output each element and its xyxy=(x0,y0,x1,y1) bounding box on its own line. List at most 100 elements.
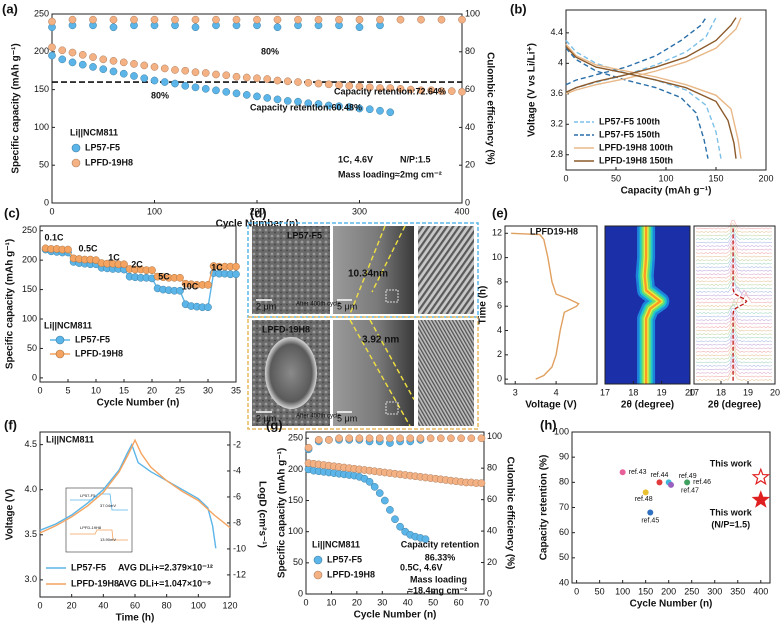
data-point xyxy=(171,15,179,24)
data-point xyxy=(345,81,354,90)
data-point xyxy=(294,97,302,106)
data-point xyxy=(477,434,486,443)
y-tick-label: 80 xyxy=(559,477,569,487)
data-point xyxy=(222,71,231,80)
legend-label: LP57-F5 xyxy=(71,562,106,572)
point-label: ref.48 xyxy=(635,496,653,503)
pattern-trace xyxy=(695,329,773,339)
x-tick-label: 80 xyxy=(162,600,172,610)
heatmap-band xyxy=(643,226,662,384)
data-point xyxy=(222,88,231,96)
pattern-trace xyxy=(695,282,773,293)
annotation: Capacity retention:60.48% xyxy=(250,102,362,112)
x-tick-label: 19 xyxy=(657,387,667,397)
data-point xyxy=(140,61,149,70)
x-axis-label: Time (h) xyxy=(116,613,155,624)
annotation: AVG DLi+=2.379×10⁻¹² xyxy=(118,562,213,572)
x-axis-label: Cycle Number (n) xyxy=(97,398,180,409)
x-tick-label: 20 xyxy=(147,385,157,395)
data-point xyxy=(232,262,240,271)
plot-frame xyxy=(39,225,237,383)
x-tick-label: 0 xyxy=(37,385,42,395)
data-point xyxy=(99,55,108,64)
data-point xyxy=(171,79,179,88)
data-point xyxy=(386,434,394,443)
legend-title: Li||NCM811 xyxy=(44,320,92,330)
interface-line xyxy=(369,319,415,400)
x-tick-label: 60 xyxy=(454,597,464,607)
panel-label: (b) xyxy=(510,1,527,16)
y-axis-label: Specific capacity (mAh g⁻¹) xyxy=(5,239,16,369)
data-point xyxy=(304,443,313,452)
y2-tick-label: -2 xyxy=(233,439,241,449)
data-point xyxy=(458,88,466,96)
legend-label: LP57-F5 xyxy=(75,334,110,344)
y-tick-label: 250 xyxy=(34,8,49,18)
data-point xyxy=(109,67,118,76)
spacing-label: 10.34nm xyxy=(348,269,388,280)
point-note: (N/P=1.5) xyxy=(711,519,750,529)
data-point xyxy=(150,63,159,71)
y-tick-label: 6 xyxy=(497,301,502,311)
pattern-trace xyxy=(695,265,773,276)
inset-trace xyxy=(70,529,128,541)
pattern-trace xyxy=(695,324,773,336)
data-point xyxy=(406,434,415,443)
data-point xyxy=(421,535,430,544)
data-point xyxy=(386,108,395,117)
data-point xyxy=(232,270,240,279)
data-point xyxy=(355,104,364,113)
pattern-trace xyxy=(695,254,773,265)
data-point xyxy=(656,479,663,486)
data-point xyxy=(325,436,333,444)
pattern-trace xyxy=(695,278,773,290)
y-tick-label: 3.0 xyxy=(24,574,37,584)
panel-label: (e) xyxy=(492,205,508,220)
data-point xyxy=(376,84,384,92)
point-label: ref.47 xyxy=(681,488,699,495)
pattern-trace xyxy=(695,241,773,251)
y-axis-label: Time (h) xyxy=(478,286,489,325)
annotation: LPFD19-H8 xyxy=(530,226,578,236)
x-tick-label: 0 xyxy=(563,173,568,183)
y-tick-label: 50 xyxy=(27,343,37,353)
star-point xyxy=(751,467,771,486)
panel-label: (h) xyxy=(540,417,557,432)
pattern-trace xyxy=(695,353,773,364)
data-point xyxy=(447,434,455,443)
pattern-trace xyxy=(695,275,773,286)
y-tick-label: 150 xyxy=(22,284,37,294)
interface-line xyxy=(371,225,406,293)
annotation: 0.1C xyxy=(44,232,64,242)
y-tick-label: 250 xyxy=(22,225,37,235)
y-tick-label: 3.6 xyxy=(550,88,563,98)
x-tick-label: 150 xyxy=(708,173,723,183)
legend-label: LPFD-19H8 150th xyxy=(599,155,673,165)
data-point xyxy=(294,15,302,24)
pattern-trace xyxy=(695,257,773,269)
data-point xyxy=(58,55,67,64)
y2-tick-label: 60 xyxy=(487,494,497,504)
data-point xyxy=(283,77,292,86)
x-tick-label: 400 xyxy=(753,586,768,596)
data-point xyxy=(376,15,384,24)
y-tick-label: 100 xyxy=(554,426,569,436)
pattern-trace xyxy=(695,361,773,371)
cycle-note: After 400th cycle xyxy=(296,302,341,308)
spacing-label: 3.92 nm xyxy=(362,335,399,346)
data-point xyxy=(130,15,138,24)
y2-tick-label: 100 xyxy=(465,8,480,18)
data-point xyxy=(232,72,241,81)
data-point xyxy=(242,91,251,99)
data-point xyxy=(273,15,282,24)
y-tick-label: 60 xyxy=(559,527,569,537)
data-point xyxy=(376,106,384,115)
x-axis-label: Cycle Number (n) xyxy=(216,219,299,230)
annotation: 0.5C xyxy=(78,243,98,253)
data-point xyxy=(68,15,77,24)
data-point xyxy=(204,281,212,289)
x-tick-label: 35 xyxy=(231,385,241,395)
x-tick-label: 10 xyxy=(326,597,336,607)
x-tick-label: 100 xyxy=(191,600,206,610)
series-line xyxy=(39,438,231,534)
